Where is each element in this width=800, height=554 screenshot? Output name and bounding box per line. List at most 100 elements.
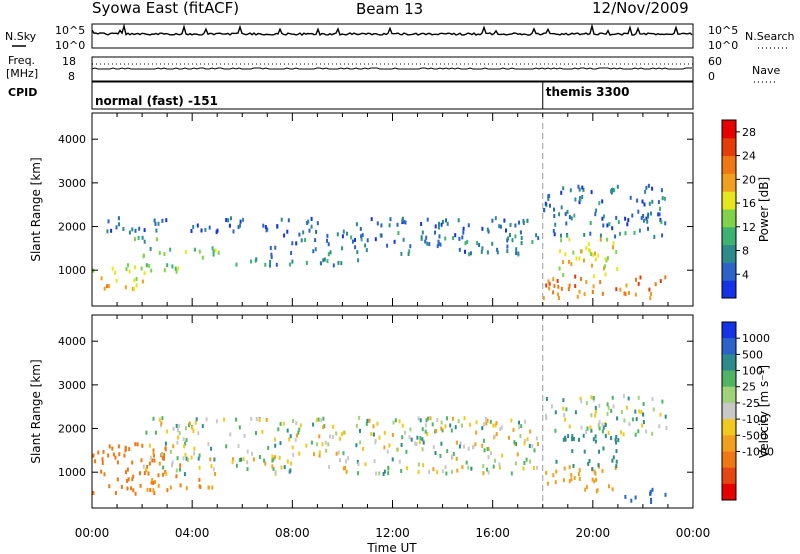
echo-cell [445, 471, 448, 476]
echo-cell [357, 258, 360, 263]
echo-cell [486, 418, 489, 423]
echo-cell [308, 228, 311, 233]
echo-cell [391, 457, 394, 462]
echo-cell [240, 457, 243, 462]
echo-cell [601, 291, 604, 296]
echo-cell [615, 464, 618, 469]
echo-cell [492, 423, 495, 428]
echo-cell [316, 221, 319, 226]
echo-cell [658, 424, 661, 429]
echo-cell [320, 418, 323, 423]
echo-cell [408, 249, 411, 254]
echo-cell [578, 256, 581, 261]
echo-cell [163, 268, 166, 273]
echo-cell [568, 479, 571, 484]
echo-cell [274, 245, 277, 250]
echo-cell [509, 222, 512, 227]
echo-cell [494, 458, 497, 463]
echo-cell [574, 410, 577, 415]
echo-cell [345, 469, 348, 474]
echo-cell [458, 247, 461, 252]
echo-cell [356, 459, 359, 464]
echo-cell [376, 221, 379, 226]
echo-cell [376, 421, 379, 426]
echo-cell [341, 234, 344, 239]
echo-cell [434, 429, 437, 434]
echo-cell [328, 464, 331, 469]
echo-cell [125, 470, 127, 475]
echo-cell [611, 226, 614, 231]
echo-cell [127, 477, 130, 482]
echo-cell [439, 242, 442, 247]
echo-cell [481, 426, 484, 431]
echo-cell [115, 278, 118, 283]
echo-cell [491, 241, 494, 246]
echo-cell [537, 236, 540, 241]
echo-cell [400, 469, 403, 473]
echo-cell [235, 463, 238, 468]
echo-cell [626, 222, 629, 227]
echo-cell [583, 449, 586, 454]
echo-cell [604, 272, 607, 277]
echo-cell [271, 454, 274, 459]
colorbar-segment [722, 370, 736, 388]
echo-cell [422, 463, 425, 468]
panel-frame [91, 314, 694, 509]
echo-cell [552, 473, 555, 478]
colorbar-tick-label: 12 [742, 221, 756, 234]
echo-cell [620, 430, 622, 435]
echo-cell [169, 485, 172, 490]
echo-cell [535, 233, 538, 238]
echo-cell [184, 249, 187, 254]
echo-cell [323, 257, 326, 262]
nsky-label: N.Sky [5, 30, 37, 43]
echo-cell [417, 462, 420, 467]
echo-cell [664, 492, 667, 497]
echo-cell [495, 432, 498, 437]
nsky-right-tick-bottom: 10^0 [708, 39, 738, 52]
echo-cell [360, 237, 363, 242]
echo-cell [153, 458, 156, 463]
colorbar-segment [722, 467, 736, 485]
echo-cell [499, 224, 502, 229]
echo-cell [601, 429, 604, 434]
echo-cell [107, 219, 110, 224]
echo-cell [455, 456, 458, 461]
echo-cell [365, 248, 368, 253]
echo-cell [622, 432, 625, 437]
echo-cell [604, 257, 607, 262]
echo-cell [578, 437, 580, 442]
echo-cells [92, 183, 667, 301]
echo-cell [296, 433, 298, 438]
echo-cell [190, 455, 193, 460]
echo-cell [485, 421, 488, 426]
echo-cell [637, 429, 640, 434]
echo-cell [424, 423, 427, 428]
echo-cell [401, 423, 404, 428]
echo-cell [420, 222, 423, 226]
echo-cell [560, 190, 563, 195]
echo-cell [492, 464, 495, 469]
echo-cell [269, 246, 272, 250]
echo-cell [175, 474, 178, 479]
echo-cell [302, 230, 305, 235]
echo-cell [631, 213, 634, 218]
power-panel: 1000 2000 3000 4000 Slant Range [km] 4 8 12 16 20… [29, 112, 771, 307]
echo-cell [143, 271, 146, 276]
echo-cell [103, 286, 106, 291]
echo-cell [660, 220, 663, 225]
echo-cell [342, 229, 345, 234]
echo-cell [649, 296, 652, 301]
echo-cell [375, 471, 378, 476]
echo-cell [267, 445, 270, 450]
echo-cell [182, 456, 185, 461]
x-tick-label: 12:00 [375, 526, 410, 540]
y-tick-label: 1000 [58, 264, 86, 277]
echo-cell [562, 437, 565, 442]
echo-cell [340, 261, 343, 266]
echo-cell [112, 452, 115, 457]
echo-cell [314, 247, 317, 252]
echo-cell [446, 221, 449, 226]
echo-cell [194, 420, 197, 425]
echo-cell [136, 442, 139, 447]
